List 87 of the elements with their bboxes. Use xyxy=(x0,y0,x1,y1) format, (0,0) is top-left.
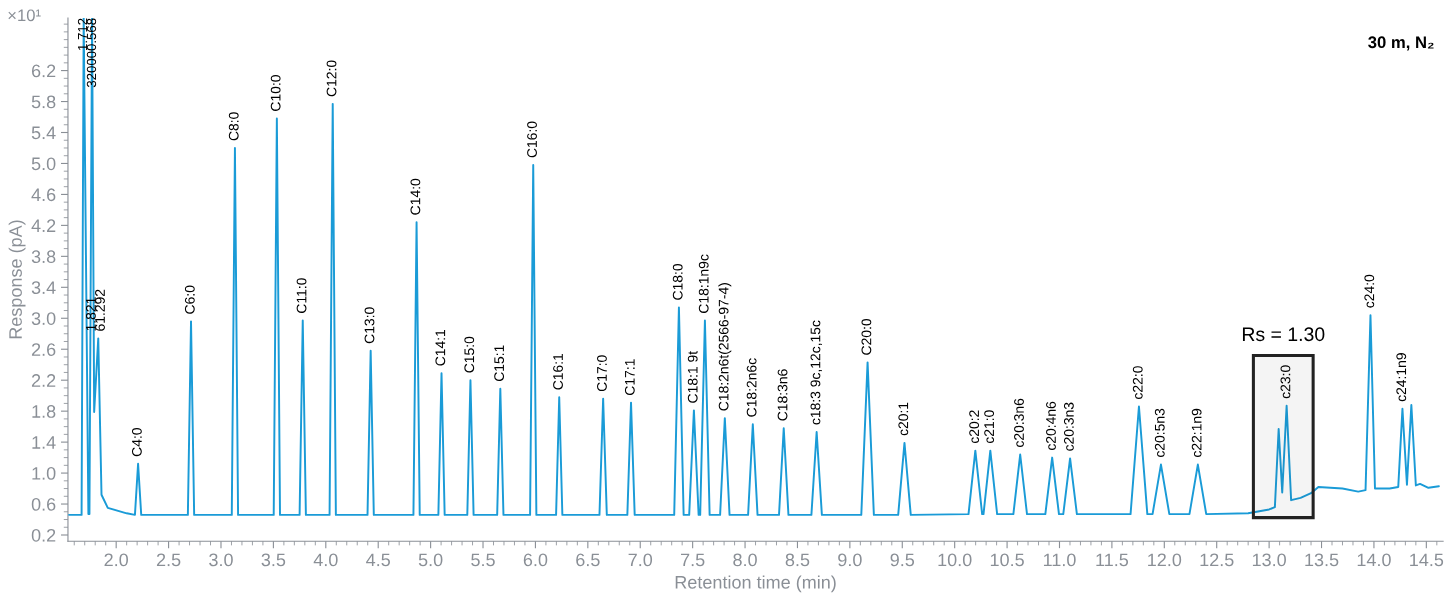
x-tick-label: 6.5 xyxy=(576,553,600,567)
x-tick-label: 2.5 xyxy=(156,553,181,567)
annotation: C15:1 xyxy=(494,345,505,382)
annotation: C4:0 xyxy=(131,428,142,457)
x-tick-label: 5.0 xyxy=(418,553,443,567)
x-tick-label: 9.0 xyxy=(838,553,862,567)
annotation: C6:0 xyxy=(184,285,195,314)
annotation: c18:3 9c,12c,15c xyxy=(810,320,823,425)
annotation: C12:0 xyxy=(326,60,337,97)
x-tick-label: 3.0 xyxy=(209,553,233,567)
y-tick-label: 1.0 xyxy=(32,467,56,480)
annotation: C11:0 xyxy=(296,278,307,313)
annotation: C13:0 xyxy=(364,307,375,344)
x-axis-title: Retention time (min) xyxy=(675,575,836,593)
x-tick-label: 8.0 xyxy=(733,553,757,567)
annotation: c22:0 xyxy=(1132,366,1143,399)
annotation: c21:0 xyxy=(984,410,995,444)
x-tick-label: 14.0 xyxy=(1357,553,1391,567)
annotation: 61.292 xyxy=(95,289,105,331)
annotation: C16:1 xyxy=(553,353,563,390)
y-tick-label: 4.2 xyxy=(31,219,56,232)
y-tick-label: 3.4 xyxy=(31,281,56,295)
annotation: c20:1 xyxy=(898,402,909,436)
annotation: C18:2n6t(2566-97-4) xyxy=(718,283,732,411)
x-tick-label: 4.0 xyxy=(313,553,338,567)
y-tick-label: 0.2 xyxy=(31,528,56,542)
x-tick-label: 13.0 xyxy=(1252,553,1286,567)
annotation: C17:0 xyxy=(597,355,607,392)
x-tick-label: 7.5 xyxy=(681,553,705,567)
y-tick-label: 5.0 xyxy=(31,157,56,171)
annotation: C18:0 xyxy=(672,263,683,300)
annotation: C14:0 xyxy=(410,178,421,215)
y-tick-label: 1.8 xyxy=(32,405,56,418)
annotation: c24:1n9 xyxy=(1396,353,1407,402)
annotation: c20:3n3 xyxy=(1063,402,1074,451)
y-tick-label: 3.0 xyxy=(31,312,56,325)
y-tick-label: 3.8 xyxy=(31,250,56,264)
y-tick-label: 2.6 xyxy=(31,343,56,356)
line-series xyxy=(68,17,1440,516)
annotation: c20:2 xyxy=(969,410,980,444)
annotation: c20:3n6 xyxy=(1014,398,1024,447)
x-tick-label: 7.0 xyxy=(628,553,653,567)
y-tick-label: 2.2 xyxy=(31,374,56,387)
annotation: C14:1 xyxy=(435,329,446,366)
x-tick-label: 8.5 xyxy=(785,553,810,567)
x-tick-label: 10.5 xyxy=(990,553,1024,567)
annotation: 30 m, N₂ xyxy=(1368,36,1434,51)
annotation: C18:1 9t xyxy=(687,351,698,403)
annotation: 1.712 xyxy=(77,18,88,50)
annotation: c20:5n3 xyxy=(1154,408,1165,458)
x-tick-label: 4.5 xyxy=(366,553,390,567)
annotation: C18:3n6 xyxy=(777,369,788,421)
annotation: C18:2n6c xyxy=(746,358,757,417)
y-tick-label: 5.4 xyxy=(31,126,56,140)
text: ×10¹ xyxy=(8,9,41,22)
annotation: c22:1n9 xyxy=(1191,408,1202,458)
x-tick-label: 9.5 xyxy=(890,553,915,567)
x-tick-label: 2.0 xyxy=(104,553,129,567)
y-tick-label: 0.6 xyxy=(31,497,56,511)
x-tick-label: 5.5 xyxy=(471,553,495,567)
x-tick-label: 3.5 xyxy=(261,553,286,567)
y-tick-label: 1.4 xyxy=(32,436,56,449)
annotation: C17:1 xyxy=(624,359,635,395)
x-tick-label: 12.0 xyxy=(1148,553,1182,567)
y-tick-label: 6.2 xyxy=(31,64,56,78)
annotation: 1.821 xyxy=(85,297,96,331)
x-tick-label: 11.5 xyxy=(1096,553,1129,567)
annotation: 320000.568 xyxy=(86,18,97,88)
x-tick-label: 14.5 xyxy=(1410,553,1444,567)
band-label: Rs = 1.30 xyxy=(1242,327,1325,342)
annotation: c23:0 xyxy=(1280,365,1291,399)
annotation: c20:4n6 xyxy=(1046,401,1056,451)
x-tick-label: 11.0 xyxy=(1043,553,1076,567)
annotation: C8:0 xyxy=(228,112,239,141)
annotation: C15:0 xyxy=(464,336,475,373)
annotation: c24:0 xyxy=(1364,274,1375,308)
x-tick-label: 12.5 xyxy=(1200,553,1234,567)
annotation: C16:0 xyxy=(527,121,537,158)
annotation: C20:0 xyxy=(861,318,872,355)
annotation: C18:1n9c xyxy=(698,254,709,313)
x-tick-label: 6.0 xyxy=(523,553,548,567)
y-tick-label: 4.6 xyxy=(31,188,56,202)
annotation: C10:0 xyxy=(270,75,281,111)
x-tick-label: 10.0 xyxy=(938,553,972,567)
x-tick-label: 13.5 xyxy=(1305,553,1339,567)
y-tick-label: 5.8 xyxy=(31,95,56,109)
y-axis-title: Response (pA) xyxy=(8,220,26,339)
